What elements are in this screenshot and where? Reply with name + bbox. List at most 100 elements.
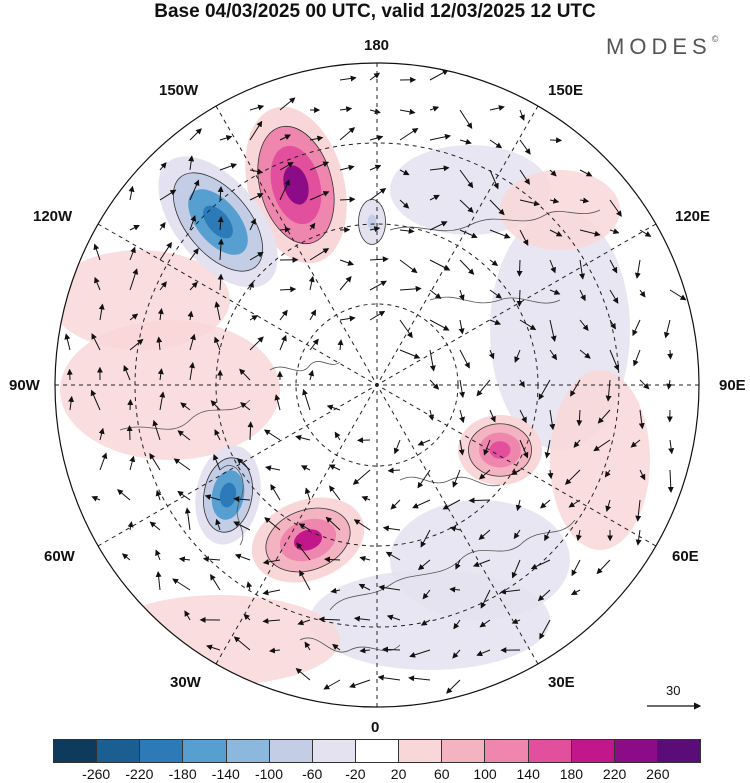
wind-arrow bbox=[666, 379, 673, 390]
lon-label-150w: 150W bbox=[159, 82, 199, 99]
wind-arrow bbox=[382, 525, 401, 532]
wind-arrow bbox=[309, 248, 330, 261]
wind-arrow bbox=[274, 394, 281, 411]
wind-arrow bbox=[248, 281, 254, 291]
wind-arrow bbox=[399, 108, 416, 115]
wind-arrow bbox=[468, 497, 491, 504]
colorbar-swatch bbox=[226, 740, 270, 762]
wind-arrow bbox=[339, 276, 352, 291]
wind-arrow bbox=[596, 559, 611, 575]
wind-arrow bbox=[573, 439, 581, 448]
wind-arrow bbox=[609, 199, 622, 217]
wind-arrow bbox=[369, 310, 386, 321]
wind-arrow bbox=[382, 646, 401, 653]
anomaly-n-pacific-high bbox=[283, 165, 309, 205]
wind-arrow bbox=[593, 439, 611, 452]
wind-arrow bbox=[609, 319, 616, 330]
wind-arrow bbox=[157, 368, 164, 381]
wind-arrow bbox=[240, 402, 251, 411]
wind-arrow bbox=[324, 556, 341, 563]
lon-label-90e: 90E bbox=[719, 377, 746, 394]
lon-label-60e: 60E bbox=[672, 548, 699, 565]
wind-arrow bbox=[309, 222, 316, 231]
wind-arrow bbox=[519, 379, 525, 388]
wind-arrow bbox=[123, 364, 131, 381]
wind-arrow bbox=[570, 589, 581, 595]
wind-arrow bbox=[667, 469, 674, 493]
wind-arrow bbox=[213, 453, 221, 471]
wind-arrow bbox=[489, 289, 503, 299]
wind-arrow bbox=[399, 127, 419, 141]
wind-arrow bbox=[339, 127, 356, 141]
wind-arrow bbox=[540, 499, 551, 509]
colorbar-swatch bbox=[312, 740, 356, 762]
wind-arrow bbox=[429, 349, 436, 372]
colorbar-swatch bbox=[355, 740, 400, 762]
wind-arrow bbox=[296, 542, 311, 561]
colorbar-tick-label: 60 bbox=[434, 766, 450, 782]
wind-arrow bbox=[98, 427, 105, 441]
wind-arrow bbox=[429, 259, 451, 271]
wind-arrow bbox=[489, 319, 502, 325]
wind-arrow bbox=[544, 439, 551, 459]
wind-arrow bbox=[309, 191, 330, 201]
wind-arrow bbox=[219, 135, 233, 141]
colorbar-tick-label: 20 bbox=[390, 766, 407, 782]
anomaly-wash bbox=[500, 170, 620, 250]
wind-arrow bbox=[249, 315, 259, 321]
wind-arrow bbox=[399, 285, 422, 292]
wind-arrow bbox=[129, 268, 139, 291]
wind-arrow bbox=[262, 558, 281, 565]
wind-arrow bbox=[393, 439, 401, 455]
wind-arrow bbox=[399, 349, 421, 359]
colorbar-tick-label: -220 bbox=[125, 766, 154, 782]
lon-label-120e: 120E bbox=[675, 208, 711, 225]
wind-arrow bbox=[236, 458, 251, 471]
wind-arrow bbox=[339, 106, 353, 113]
wind-arrow bbox=[579, 197, 590, 204]
wind-arrow bbox=[377, 674, 401, 681]
wind-arrow bbox=[99, 452, 108, 471]
wind-arrow bbox=[459, 199, 474, 213]
wind-arrow bbox=[609, 349, 620, 371]
wind-arrow bbox=[459, 169, 474, 189]
wind-arrow bbox=[605, 379, 612, 402]
wind-arrow bbox=[549, 319, 557, 342]
wind-arrow bbox=[334, 431, 341, 441]
wind-arrow bbox=[544, 529, 551, 542]
wind-arrow bbox=[429, 221, 448, 231]
wind-arrow bbox=[449, 525, 461, 532]
wind-arrow bbox=[539, 619, 551, 640]
wind-arrow bbox=[269, 647, 281, 654]
map-title: Base 04/03/2025 00 UTC, valid 12/03/2025… bbox=[154, 1, 596, 22]
wind-arrow bbox=[519, 319, 537, 331]
wind-arrow bbox=[353, 615, 371, 622]
wind-arrow bbox=[326, 404, 341, 411]
wind-arrow bbox=[279, 134, 291, 141]
wind-arrow bbox=[489, 199, 505, 216]
anomaly-wash bbox=[550, 370, 650, 550]
wind-arrow bbox=[172, 578, 191, 591]
wind-arrow bbox=[117, 489, 131, 501]
wind-arrow bbox=[127, 521, 134, 531]
wind-arrow bbox=[378, 584, 401, 591]
wind-arrow bbox=[129, 455, 136, 471]
wind-arrow bbox=[214, 336, 221, 351]
wind-arrow bbox=[98, 303, 105, 321]
wind-arrow bbox=[476, 649, 491, 657]
wind-arrow bbox=[217, 273, 224, 291]
wind-arrow bbox=[297, 619, 311, 626]
lon-label-60w: 60W bbox=[44, 548, 75, 565]
wind-arrow bbox=[609, 289, 619, 304]
wind-arrow bbox=[279, 226, 291, 233]
wind-arrow bbox=[210, 573, 221, 591]
wind-arrow bbox=[325, 516, 341, 531]
wind-arrow bbox=[249, 104, 265, 111]
wind-arrow bbox=[386, 614, 401, 621]
wind-arrow bbox=[152, 419, 161, 441]
wind-arrow bbox=[455, 559, 461, 570]
wind-arrow bbox=[173, 458, 191, 471]
wind-arrow bbox=[399, 227, 415, 234]
wind-arrow bbox=[157, 308, 164, 321]
wind-arrow bbox=[516, 259, 523, 277]
